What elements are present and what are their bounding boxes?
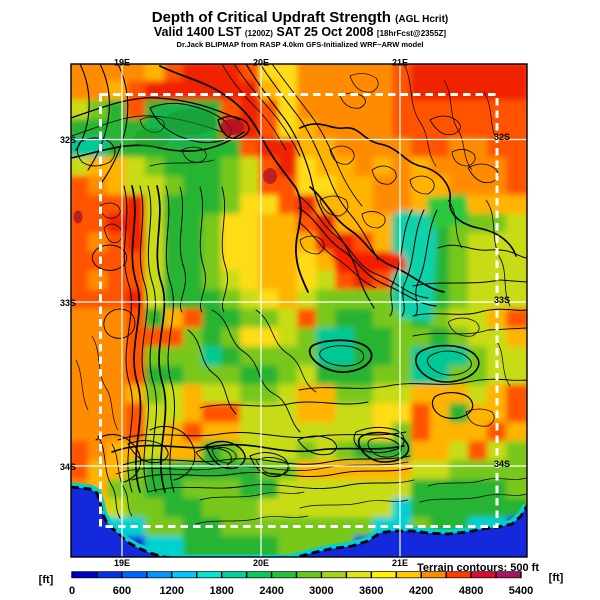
svg-text:3000: 3000 — [309, 585, 333, 597]
svg-text:32S: 32S — [494, 132, 510, 142]
svg-text:4800: 4800 — [459, 585, 483, 597]
svg-text:1200: 1200 — [160, 585, 184, 597]
svg-text:21E: 21E — [392, 58, 408, 68]
svg-text:5400: 5400 — [509, 585, 533, 597]
svg-text:Terrain contours: 500 ft: Terrain contours: 500 ft — [417, 562, 539, 574]
svg-text:[ft]: [ft] — [39, 574, 54, 586]
svg-text:32S: 32S — [60, 135, 76, 145]
svg-text:2400: 2400 — [259, 585, 283, 597]
svg-text:600: 600 — [113, 585, 131, 597]
svg-text:4200: 4200 — [409, 585, 433, 597]
svg-text:0: 0 — [69, 585, 75, 597]
svg-text:1800: 1800 — [209, 585, 233, 597]
svg-text:[ft]: [ft] — [549, 572, 564, 584]
svg-text:33S: 33S — [494, 295, 510, 305]
svg-text:33S: 33S — [60, 298, 76, 308]
svg-text:19E: 19E — [114, 58, 130, 68]
svg-text:20E: 20E — [253, 58, 269, 68]
svg-text:20E: 20E — [253, 558, 269, 568]
svg-text:21E: 21E — [392, 558, 408, 568]
svg-text:3600: 3600 — [359, 585, 383, 597]
svg-text:34S: 34S — [494, 459, 510, 469]
svg-text:34S: 34S — [60, 462, 76, 472]
svg-text:19E: 19E — [114, 558, 130, 568]
